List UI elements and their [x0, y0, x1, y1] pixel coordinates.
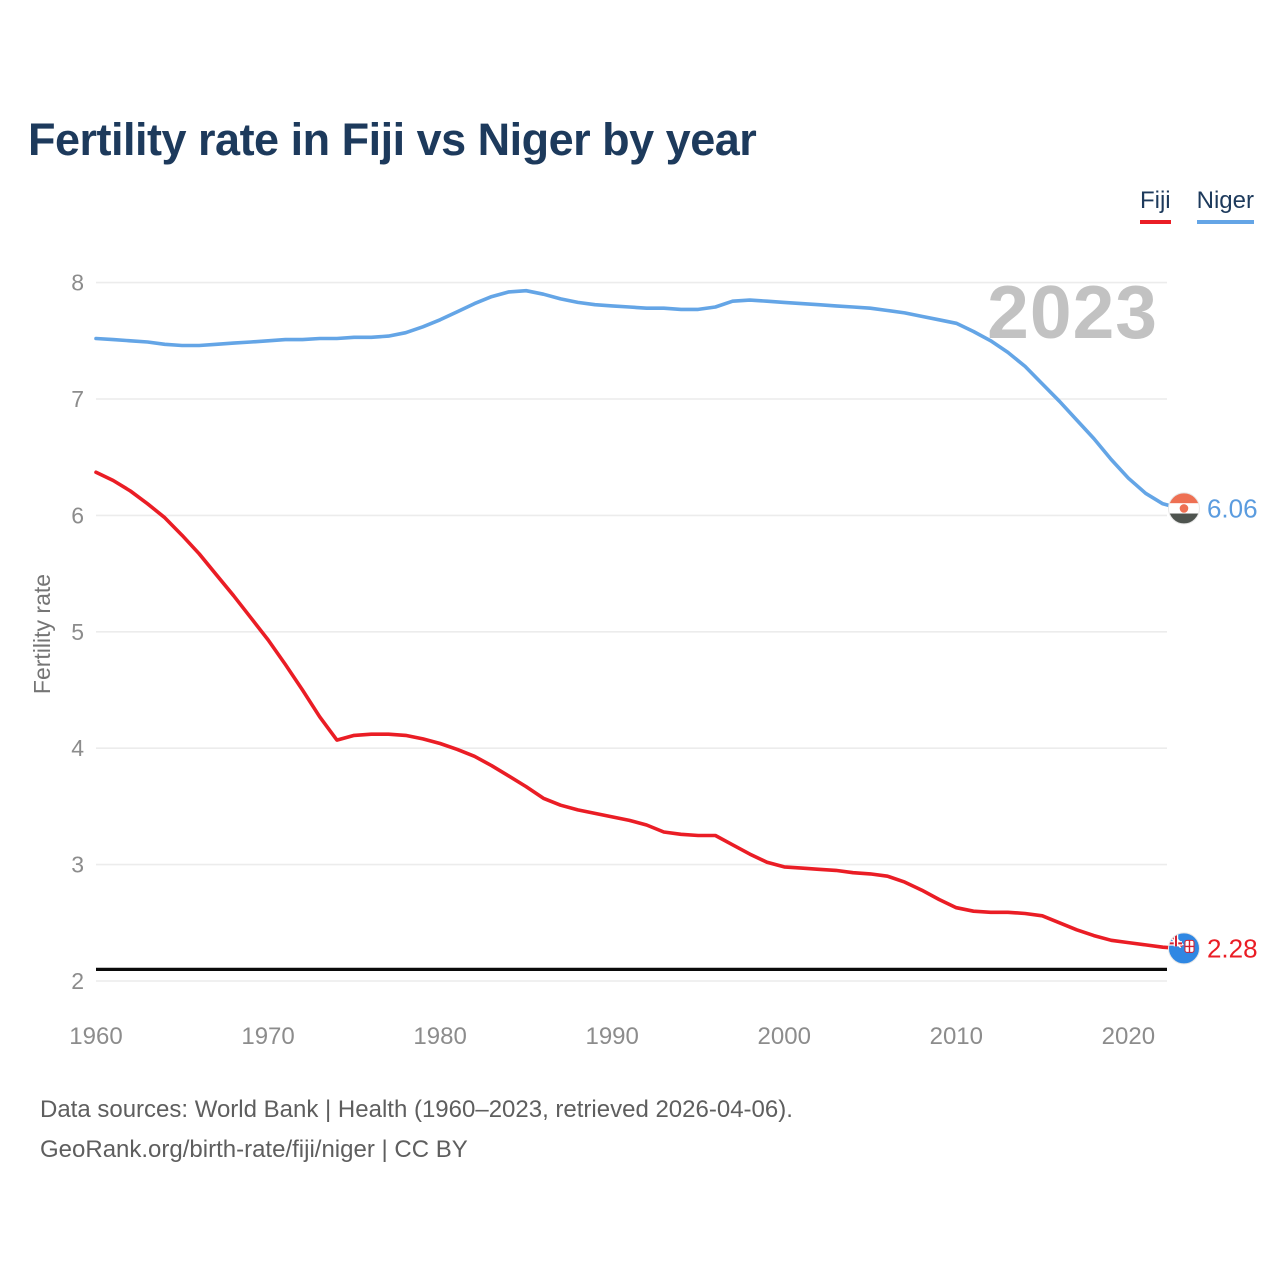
- y-axis-title: Fertility rate: [29, 574, 55, 694]
- y-tick-label: 2: [71, 968, 84, 994]
- watermark-year: 2023: [987, 270, 1158, 354]
- x-tick-label: 1990: [585, 1023, 638, 1050]
- fertility-line-chart: 2 3 4 5 6 7 8 1960 1970 1980 1990 2000 2010 2020 Ferti…: [29, 270, 1258, 1050]
- fiji-end-value: 2.28: [1207, 933, 1258, 963]
- fiji-flag-ring: [1167, 932, 1200, 965]
- x-tick-label: 1980: [413, 1023, 466, 1050]
- y-tick-label: 3: [71, 852, 84, 878]
- niger-end-value: 6.06: [1207, 493, 1258, 523]
- niger-flag-green-band: [1168, 513, 1200, 524]
- x-tick-label: 2000: [758, 1023, 811, 1050]
- y-tick-label: 6: [71, 502, 84, 528]
- page-title: Fertility rate in Fiji vs Niger by year: [28, 114, 757, 165]
- niger-flag-ring: [1167, 492, 1200, 525]
- x-tick-label: 1960: [69, 1023, 122, 1050]
- niger-flag-sun: [1179, 504, 1189, 513]
- niger-flag-icon: [1168, 492, 1200, 524]
- footer: Data sources: World Bank | Health (1960–…: [40, 1090, 793, 1170]
- niger-flag-orange-band: [1168, 492, 1200, 504]
- footer-data-sources: Data sources: World Bank | Health (1960–…: [40, 1096, 793, 1123]
- fiji-line: [94, 470, 1182, 951]
- y-tick-label: 4: [71, 735, 84, 761]
- niger-line: [94, 288, 1182, 511]
- footer-attribution: GeoRank.org/birth-rate/fiji/niger | CC B…: [40, 1136, 468, 1163]
- y-tick-label: 8: [71, 270, 84, 296]
- legend: Fiji Niger: [1139, 187, 1254, 224]
- y-tick-label: 7: [71, 386, 84, 412]
- legend-item-niger[interactable]: Niger: [1196, 187, 1254, 224]
- x-tick-label: 2020: [1102, 1023, 1155, 1050]
- y-tick-label: 5: [71, 619, 84, 645]
- x-tick-label: 1970: [241, 1023, 294, 1050]
- x-tick-label: 2010: [930, 1023, 983, 1050]
- legend-item-fiji[interactable]: Fiji: [1139, 187, 1171, 224]
